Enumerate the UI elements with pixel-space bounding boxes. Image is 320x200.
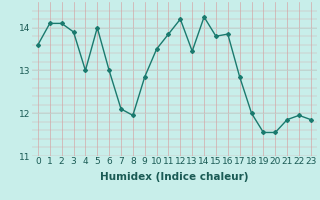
X-axis label: Humidex (Indice chaleur): Humidex (Indice chaleur): [100, 172, 249, 182]
